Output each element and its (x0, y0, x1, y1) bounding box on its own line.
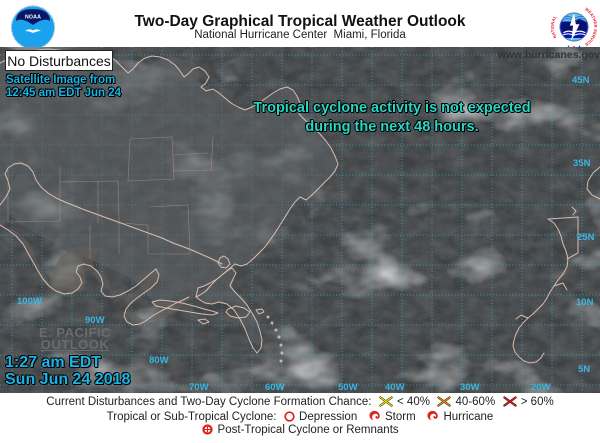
svg-text:50W: 50W (338, 382, 358, 393)
svg-text:10N: 10N (576, 297, 594, 308)
svg-text:60W: 60W (265, 382, 285, 393)
svg-text:40W: 40W (385, 382, 405, 393)
svg-text:45N: 45N (572, 75, 590, 86)
svg-text:20W: 20W (531, 382, 551, 393)
svg-text:70W: 70W (189, 382, 209, 393)
svg-text:35N: 35N (573, 158, 591, 169)
svg-text:5N: 5N (578, 364, 590, 375)
svg-text:NATIONAL: NATIONAL (551, 14, 558, 39)
svg-text:100W: 100W (17, 296, 42, 307)
svg-text:25N: 25N (577, 232, 595, 243)
svg-text:30W: 30W (460, 382, 480, 393)
